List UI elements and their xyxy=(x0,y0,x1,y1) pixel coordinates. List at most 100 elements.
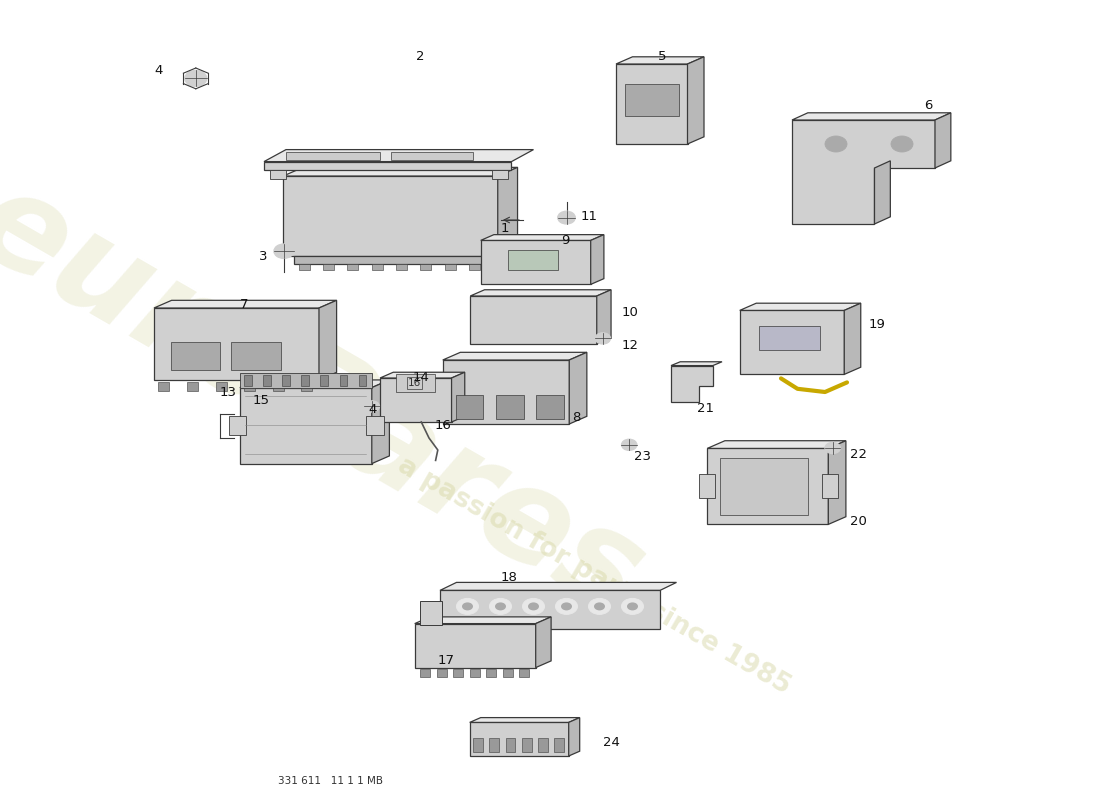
Polygon shape xyxy=(497,167,518,256)
Text: 10: 10 xyxy=(621,306,638,318)
Bar xyxy=(444,264,455,270)
Bar xyxy=(503,669,513,677)
Polygon shape xyxy=(569,718,580,756)
Circle shape xyxy=(595,333,610,344)
Text: 4: 4 xyxy=(154,64,163,77)
Polygon shape xyxy=(240,373,372,387)
Bar xyxy=(396,264,407,270)
Bar xyxy=(508,250,558,270)
Circle shape xyxy=(528,602,539,610)
Polygon shape xyxy=(240,387,372,463)
Text: 14: 14 xyxy=(412,371,429,384)
Bar xyxy=(244,374,252,386)
Bar xyxy=(301,374,309,386)
Text: 4: 4 xyxy=(368,403,377,416)
Polygon shape xyxy=(707,441,846,448)
Polygon shape xyxy=(154,308,319,380)
Bar xyxy=(538,738,548,752)
Polygon shape xyxy=(283,176,497,256)
Polygon shape xyxy=(440,590,660,629)
Bar xyxy=(187,382,198,391)
Text: euroPares: euroPares xyxy=(0,158,664,642)
Bar xyxy=(437,669,447,677)
Polygon shape xyxy=(451,372,464,422)
Bar xyxy=(263,374,271,386)
Polygon shape xyxy=(792,120,935,224)
Circle shape xyxy=(561,602,572,610)
Text: a passion for parts since 1985: a passion for parts since 1985 xyxy=(393,453,795,699)
Polygon shape xyxy=(874,161,890,224)
Bar xyxy=(456,395,484,419)
Text: 9: 9 xyxy=(561,234,570,246)
Text: 20: 20 xyxy=(850,515,867,528)
Bar xyxy=(473,738,483,752)
Text: 24: 24 xyxy=(603,736,619,749)
Polygon shape xyxy=(442,352,587,360)
Circle shape xyxy=(456,598,478,614)
Text: 12: 12 xyxy=(621,339,638,352)
Polygon shape xyxy=(481,234,604,240)
Polygon shape xyxy=(616,57,704,64)
Bar xyxy=(216,382,227,391)
Bar xyxy=(420,669,430,677)
Text: 22: 22 xyxy=(850,448,867,461)
Bar xyxy=(506,738,516,752)
Polygon shape xyxy=(739,310,845,374)
Polygon shape xyxy=(591,234,604,284)
Bar xyxy=(490,738,499,752)
Bar xyxy=(158,382,169,391)
Circle shape xyxy=(588,598,610,614)
Circle shape xyxy=(364,401,380,412)
Polygon shape xyxy=(739,303,860,310)
Polygon shape xyxy=(229,416,246,435)
Bar xyxy=(301,382,312,391)
Circle shape xyxy=(891,136,913,152)
Polygon shape xyxy=(264,162,512,170)
Text: 16: 16 xyxy=(434,419,451,432)
Polygon shape xyxy=(264,150,534,162)
Bar xyxy=(390,152,473,160)
Text: 3: 3 xyxy=(258,250,267,262)
Polygon shape xyxy=(470,722,569,756)
Bar xyxy=(286,152,379,160)
Polygon shape xyxy=(935,113,950,168)
Circle shape xyxy=(462,602,473,610)
Polygon shape xyxy=(240,380,389,387)
Bar xyxy=(759,326,820,350)
Polygon shape xyxy=(471,290,612,296)
Circle shape xyxy=(185,70,207,86)
Bar xyxy=(519,669,529,677)
Polygon shape xyxy=(366,416,384,435)
Text: 18: 18 xyxy=(500,571,517,584)
Circle shape xyxy=(558,211,575,224)
Circle shape xyxy=(825,442,840,454)
Polygon shape xyxy=(442,360,570,424)
Bar xyxy=(231,342,280,370)
Polygon shape xyxy=(319,300,337,380)
Polygon shape xyxy=(471,296,596,344)
Polygon shape xyxy=(470,718,580,722)
Circle shape xyxy=(556,598,578,614)
Bar xyxy=(625,84,679,116)
Polygon shape xyxy=(822,474,838,498)
Polygon shape xyxy=(294,256,486,264)
Polygon shape xyxy=(415,617,551,624)
Circle shape xyxy=(594,602,605,610)
Text: 11: 11 xyxy=(581,210,597,222)
Text: 5: 5 xyxy=(658,50,667,62)
Polygon shape xyxy=(372,380,389,463)
Text: 7: 7 xyxy=(240,298,249,310)
Bar xyxy=(420,264,431,270)
Polygon shape xyxy=(828,441,846,525)
Text: 2: 2 xyxy=(416,50,425,62)
Bar xyxy=(340,374,348,386)
Bar xyxy=(453,669,463,677)
Bar xyxy=(244,382,255,391)
Polygon shape xyxy=(616,64,688,144)
Bar xyxy=(486,669,496,677)
Text: 13: 13 xyxy=(220,386,236,398)
Polygon shape xyxy=(270,170,286,179)
Bar xyxy=(273,382,284,391)
Bar xyxy=(554,738,564,752)
Polygon shape xyxy=(671,362,722,366)
